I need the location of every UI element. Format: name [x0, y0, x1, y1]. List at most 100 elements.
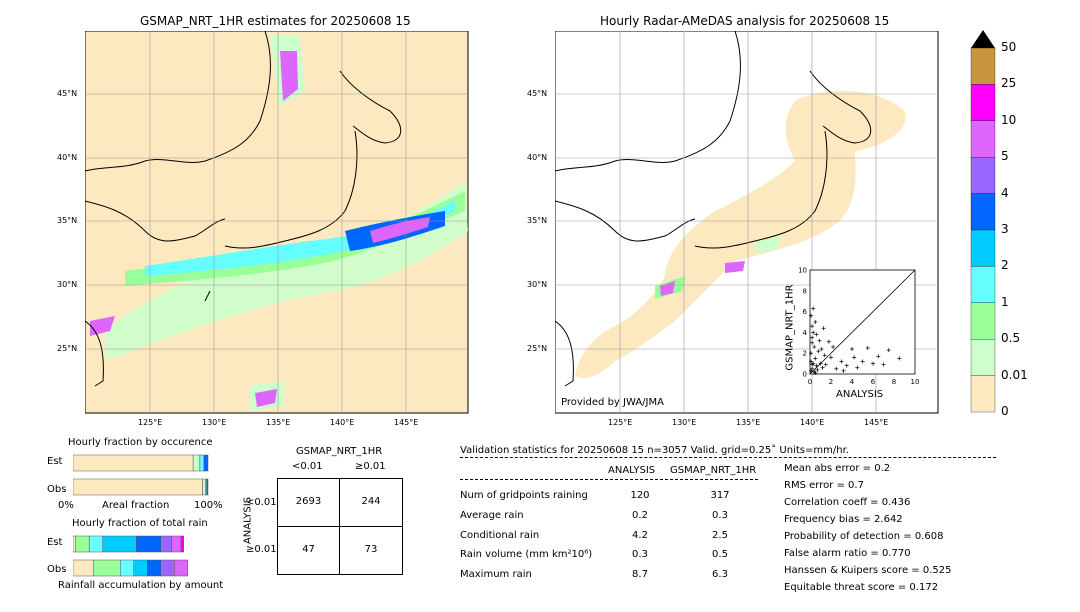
left-map-coastline: [85, 31, 402, 387]
colorbar-tick-label: 0.01: [1001, 367, 1028, 382]
contingency-cell: 47: [302, 544, 315, 555]
validation-col2: GSMAP_NRT_1HR: [670, 465, 757, 476]
colorbar-segment: [970, 266, 996, 303]
score-line: Hanssen & Kuipers score = 0.525: [784, 565, 952, 576]
scatter-point: [813, 320, 818, 324]
stat-row-gsmap: 2.5: [712, 530, 728, 541]
colorbar-tick-label: 1: [1001, 294, 1009, 309]
left-lat-label: 25°N: [57, 344, 78, 353]
rain-bar-segment: [160, 535, 172, 553]
validation-col1: ANALYSIS: [608, 465, 656, 476]
scatter-point: [844, 363, 849, 368]
scatter-xtick: 10: [911, 378, 920, 386]
scatter-point: [823, 362, 828, 367]
left-lat-label: 30°N: [57, 280, 78, 289]
scatter-point: [829, 355, 833, 360]
left-lon-label: 125°E: [138, 418, 163, 427]
colorbar-extend-arrow: [971, 30, 995, 48]
colorbar-tick-label: 50: [1001, 40, 1017, 54]
totalrain-obs-label: Obs: [47, 564, 67, 575]
colorbar: [970, 30, 996, 413]
contingency-title: GSMAP_NRT_1HR: [296, 446, 383, 457]
scatter-point: [821, 326, 826, 331]
scatter-point: [811, 306, 816, 311]
scatter-ytick: 0: [803, 371, 807, 379]
rain-bar-segment: [136, 535, 161, 553]
scatter-xtick: 4: [850, 378, 855, 386]
scatter-xtick: 8: [892, 378, 896, 386]
stat-row-analysis: 0.3: [632, 549, 648, 560]
scatter-point: [810, 340, 815, 345]
scatter-ytick: 2: [803, 350, 807, 358]
occ-bar-segment: [192, 454, 201, 472]
totalrain-xlabel: Rainfall accumulation by amount: [58, 580, 224, 591]
totalrain-title: Hourly fraction of total rain: [72, 518, 208, 529]
occ-bar-segment: [73, 478, 203, 496]
colorbar-tick-label: 0: [1001, 404, 1009, 418]
scatter-ylabel: GSMAP_NRT_1HR: [784, 284, 796, 371]
scatter-xlabel: ANALYSIS: [836, 389, 884, 400]
colorbar-segment: [970, 84, 996, 121]
colorbar-segment: [970, 193, 996, 231]
score-line: Correlation coeff = 0.436: [784, 497, 911, 508]
scatter-point: [819, 347, 824, 352]
colorbar-tick-label: 0.5: [1001, 331, 1021, 346]
scatter-point: [897, 356, 902, 361]
colorbar-tick-label: 3: [1001, 222, 1009, 236]
scatter-point: [809, 368, 814, 373]
colorbar-segment: [970, 47, 996, 85]
stat-row-label: Num of gridpoints raining: [460, 490, 588, 501]
occurrence-xlabel: Areal fraction: [102, 500, 170, 511]
left-lat-label: 40°N: [57, 153, 78, 162]
rain-bar-segment: [174, 559, 188, 577]
occ-bar-segment: [203, 454, 209, 472]
stat-row-gsmap: 0.5: [712, 549, 728, 560]
contingency-row-label: ≥0.01: [246, 544, 277, 555]
left-lon-label: 130°E: [202, 418, 227, 427]
score-line: Equitable threat score = 0.172: [784, 582, 939, 593]
scatter-xtick: 2: [829, 378, 833, 386]
occurrence-tick-0: 0%: [58, 500, 74, 511]
scatter-point: [813, 356, 818, 361]
right-lat-label: 45°N: [527, 89, 548, 98]
right-lon-label: 125°E: [608, 418, 633, 427]
scatter-point: [822, 353, 827, 358]
colorbar-segment: [970, 157, 996, 194]
scatter-point: [841, 368, 846, 373]
contingency-cell: 2693: [295, 496, 322, 507]
contingency-row-label: <0.01: [246, 497, 277, 508]
scatter-point: [810, 335, 815, 340]
score-line: RMS error = 0.7: [784, 480, 864, 491]
colorbar-segment: [970, 339, 996, 376]
left-map-title: GSMAP_NRT_1HR estimates for 20250608 15: [140, 14, 411, 28]
totalrain-est-label: Est: [47, 537, 63, 548]
scatter-ytick: 4: [803, 329, 808, 337]
scatter-point: [810, 324, 815, 329]
scatter-ytick: 8: [803, 287, 807, 295]
stat-row-label: Conditional rain: [460, 530, 540, 541]
rain-bar-segment: [102, 535, 137, 553]
right-map-title: Hourly Radar-AMeDAS analysis for 2025060…: [600, 14, 890, 28]
contingency-table: 2693 244 47 73: [277, 478, 403, 575]
rain-bar-segment: [93, 559, 121, 577]
rain-bar-segment: [180, 535, 184, 553]
score-line: Frequency bias = 2.642: [784, 514, 903, 525]
colorbar-tick-label: 4: [1001, 185, 1009, 200]
scatter-point: [817, 338, 822, 343]
occurrence-chart: [73, 454, 209, 496]
totalrain-chart: [73, 535, 188, 577]
rain-bar-segment: [73, 535, 76, 553]
rain-bar-segment: [133, 559, 148, 577]
right-lat-label: 30°N: [527, 280, 548, 289]
scatter-point: [881, 362, 886, 367]
scatter-xtick: 6: [871, 378, 876, 386]
left-lon-label: 140°E: [330, 418, 355, 427]
score-line: False alarm ratio = 0.770: [784, 548, 911, 559]
scatter-point: [850, 347, 854, 352]
occurrence-tick-100: 100%: [194, 500, 223, 511]
colorbar-segment: [970, 302, 996, 340]
stat-row-analysis: 8.7: [632, 569, 648, 580]
scatter-point: [815, 367, 820, 372]
score-line: Probability of detection = 0.608: [784, 531, 944, 542]
scatter-point: [852, 355, 857, 360]
